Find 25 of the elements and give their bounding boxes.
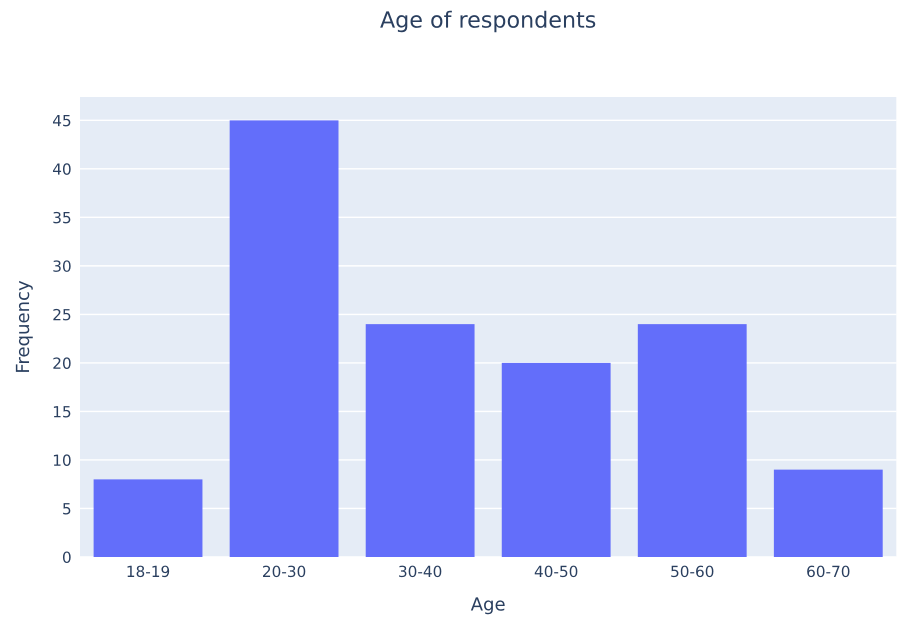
y-tick-label: 40 [52,163,71,175]
bar [230,120,339,557]
x-axis-title: Age [470,597,505,614]
y-tick-label: 0 [62,551,71,564]
bar [366,324,475,557]
y-tick-label: 15 [54,406,70,418]
chart-title: Age of respondents [380,10,596,32]
x-tick-label: 50-60 [671,566,714,578]
y-tick-label: 35 [53,212,70,224]
bar [638,324,747,557]
x-tick-label: 20-30 [263,566,306,578]
y-tick-label: 20 [53,357,71,369]
x-tick-label: 60-70 [807,566,850,578]
bar [94,479,202,557]
y-tick-label: 10 [54,454,71,466]
x-tick-label: 40-50 [534,566,578,578]
bar [774,470,883,557]
x-tick-label: 30-40 [399,566,442,578]
x-tick-label: 18-19 [128,566,170,578]
y-tick-label: 45 [52,114,70,126]
y-tick-label: 30 [53,260,71,272]
y-tick-label: 25 [53,308,70,320]
bar [502,362,611,557]
y-axis-title: Frequency [16,280,33,372]
y-tick-label: 5 [63,503,70,515]
